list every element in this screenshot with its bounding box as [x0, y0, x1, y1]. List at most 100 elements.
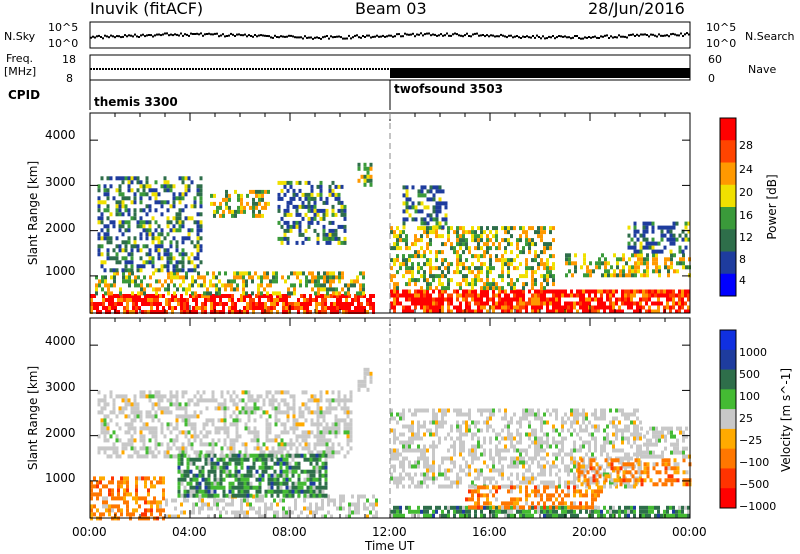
velocity-cell: [151, 414, 155, 419]
power-cell: [154, 228, 158, 233]
velocity-cell: [357, 506, 360, 511]
nsky-point: [344, 37, 346, 40]
power-cell: [606, 293, 609, 298]
velocity-cell: [343, 410, 347, 415]
velocity-cell: [211, 390, 215, 395]
power-cell: [360, 294, 363, 298]
velocity-cell: [268, 402, 272, 407]
power-cell: [175, 228, 179, 233]
power-cell: [417, 301, 420, 306]
velocity-cell: [555, 513, 558, 518]
velocity-cell: [675, 509, 678, 514]
velocity-cell: [334, 450, 338, 455]
nsky-point: [386, 35, 388, 38]
velocity-cell: [441, 424, 444, 429]
velocity-cell: [90, 480, 93, 485]
power-cell: [414, 217, 418, 222]
velocity-cell: [243, 510, 246, 515]
power-cell: [438, 250, 441, 255]
velocity-cell: [151, 434, 155, 439]
power-cell: [123, 310, 126, 314]
nsky-point: [102, 37, 104, 40]
velocity-cell: [270, 489, 274, 494]
power-cell: [492, 297, 495, 302]
velocity-cell: [444, 505, 447, 510]
power-cell: [210, 294, 213, 298]
velocity-cell: [163, 410, 167, 415]
velocity-cell: [169, 438, 173, 443]
velocity-cell: [148, 430, 152, 435]
velocity-cell: [162, 508, 165, 513]
power-cell: [552, 282, 555, 287]
power-cell: [459, 234, 462, 239]
power-cell: [555, 309, 558, 314]
power-cell: [328, 184, 332, 189]
velocity-cell: [285, 461, 289, 466]
power-cell: [168, 298, 171, 302]
nsky-point: [236, 33, 238, 36]
nsky-point: [410, 33, 412, 36]
nsky-point: [584, 36, 586, 39]
velocity-cell: [237, 453, 241, 458]
velocity-cell: [271, 394, 275, 399]
power-cell: [114, 294, 117, 298]
power-cell: [432, 266, 435, 271]
power-cell: [423, 193, 427, 198]
velocity-cell: [105, 500, 108, 505]
velocity-cell: [414, 436, 417, 441]
power-cell: [132, 310, 135, 314]
power-cell: [210, 201, 213, 206]
power-cell: [483, 282, 486, 287]
power-cell: [96, 306, 99, 310]
power-cell: [426, 282, 429, 287]
velocity-cell: [447, 505, 450, 510]
power-cell: [684, 237, 688, 242]
velocity-cell: [366, 367, 370, 372]
velocity-cell: [327, 498, 330, 503]
velocity-cell: [241, 442, 245, 447]
velocity-cell: [154, 402, 158, 407]
velocity-cell: [459, 452, 462, 457]
power-cell: [97, 204, 101, 209]
velocity-cell: [193, 422, 197, 427]
power-cell: [166, 252, 170, 257]
power-cell: [270, 310, 273, 314]
power-cell: [127, 208, 131, 213]
power-cell: [295, 220, 299, 225]
power-cell: [234, 189, 237, 194]
power-cell: [317, 279, 320, 284]
power-cell: [519, 297, 522, 302]
power-cell: [134, 283, 137, 288]
power-cell: [133, 216, 137, 221]
power-cell: [534, 230, 537, 235]
power-cell: [369, 178, 373, 183]
nsky-point: [212, 33, 214, 36]
nsky-point: [264, 34, 266, 37]
velocity-cell: [645, 509, 648, 514]
power-cell: [334, 196, 338, 201]
velocity-cell: [462, 420, 465, 425]
velocity-cell: [160, 410, 164, 415]
velocity-cell: [100, 430, 104, 435]
velocity-cell: [250, 394, 254, 399]
velocity-cell: [279, 481, 283, 486]
velocity-cell: [112, 450, 116, 455]
power-cell: [417, 254, 420, 259]
power-cell: [637, 253, 640, 258]
power-cell: [291, 306, 294, 310]
nsky-point: [508, 34, 510, 37]
velocity-cell: [402, 432, 405, 437]
velocity-cell: [435, 412, 438, 417]
velocity-cell: [180, 477, 184, 482]
velocity-cell: [393, 452, 396, 457]
power-cell: [150, 310, 153, 314]
power-cell: [618, 297, 621, 302]
nsky-point: [164, 32, 166, 35]
velocity-cell: [205, 450, 209, 455]
power-cell: [459, 246, 462, 251]
power-cell: [124, 196, 128, 201]
velocity-cell: [246, 477, 250, 482]
power-cell: [266, 271, 269, 276]
velocity-cell: [307, 410, 311, 415]
power-cell: [438, 274, 441, 279]
